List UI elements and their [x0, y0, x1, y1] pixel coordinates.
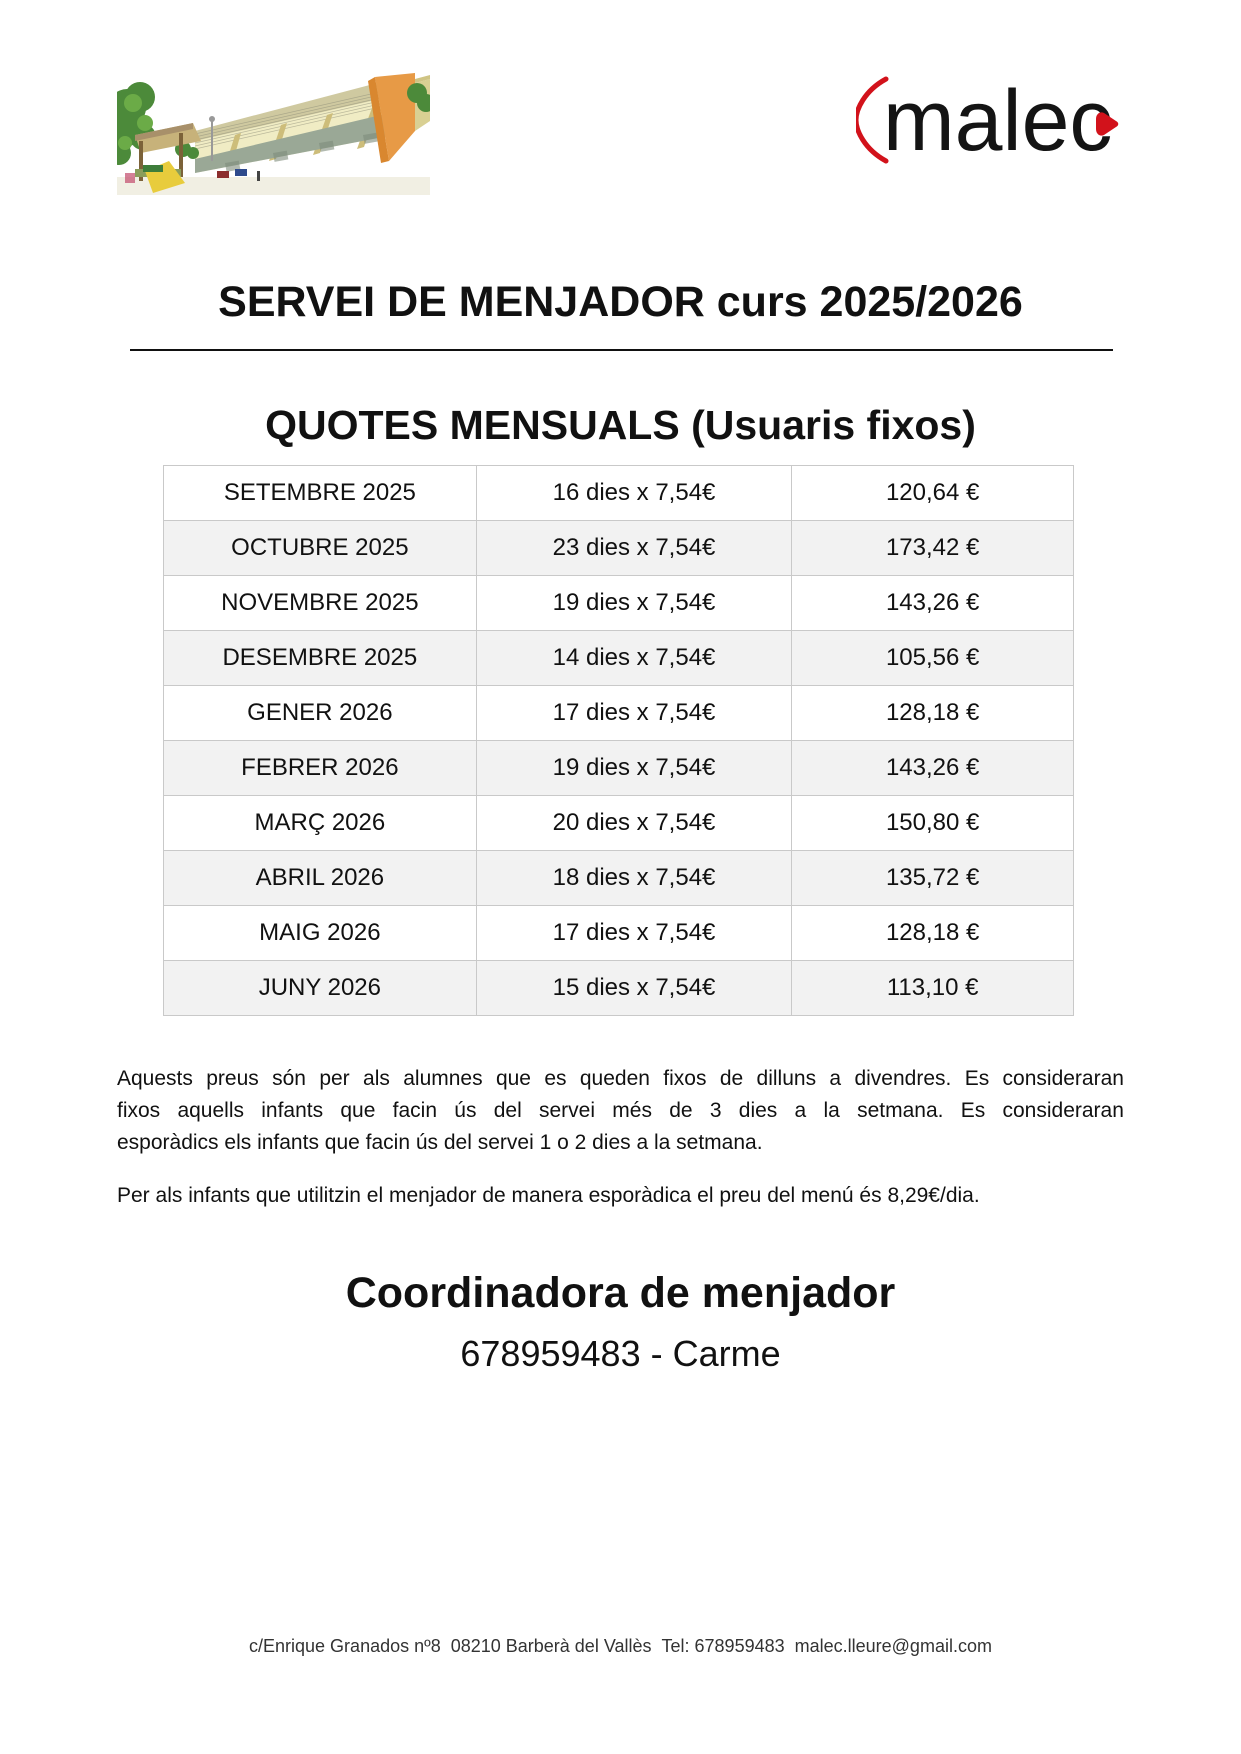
svg-text:malec: malec	[883, 74, 1112, 169]
